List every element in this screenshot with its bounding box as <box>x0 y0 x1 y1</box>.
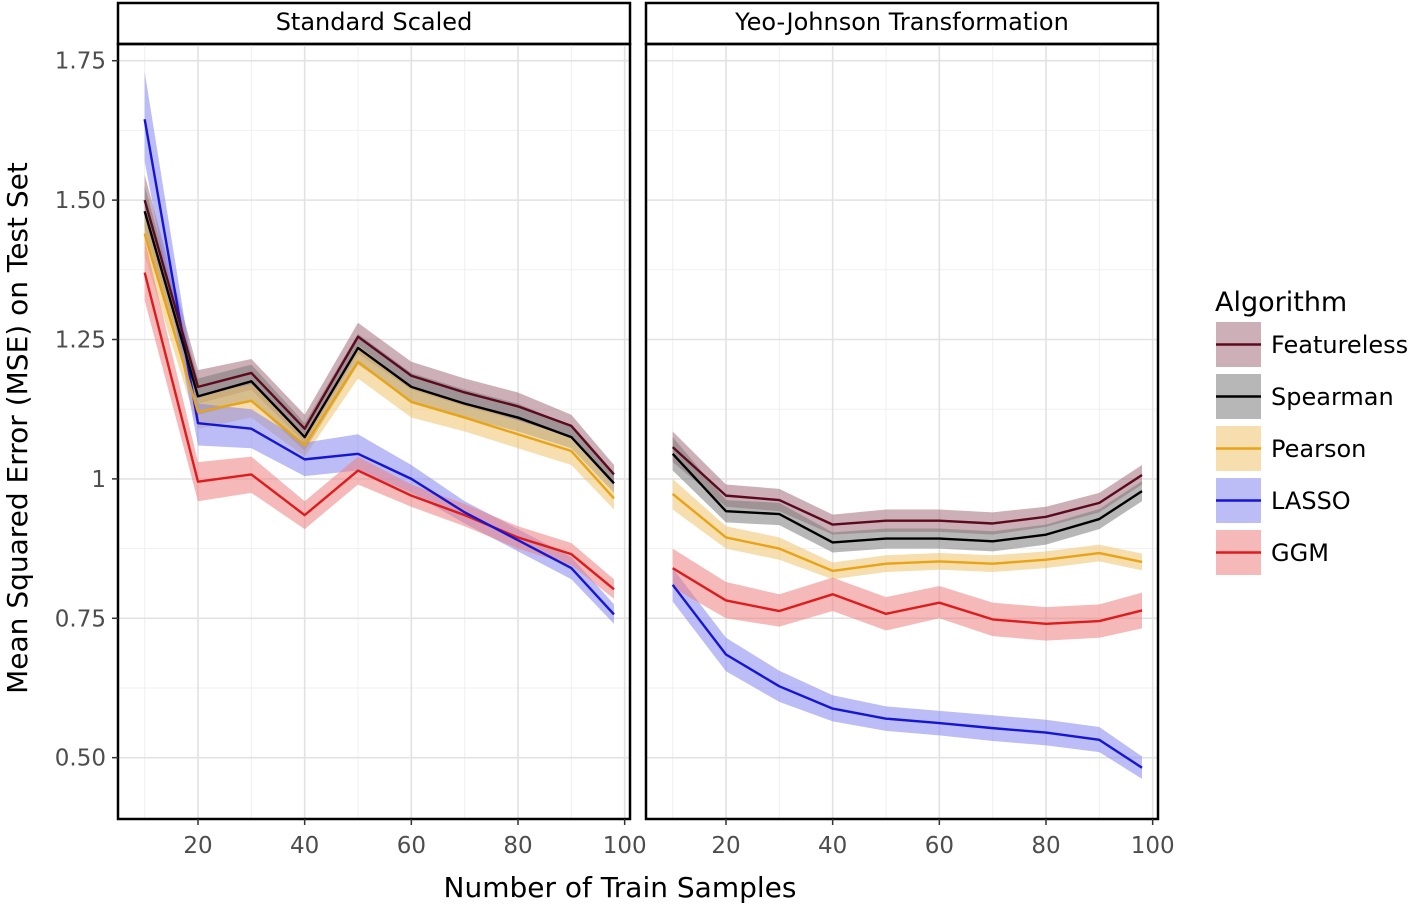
ribbon-ggm <box>144 239 614 599</box>
ribbon-lasso <box>672 568 1142 779</box>
series-line-ggm <box>143 272 615 591</box>
ribbon-ggm <box>672 548 1142 641</box>
legend-label: Spearman <box>1271 383 1394 411</box>
series-line-ggm <box>672 567 1143 626</box>
legend-item-featureless: Featureless <box>1216 322 1408 367</box>
panel-strip <box>116 1 632 46</box>
ribbon-spearman <box>672 437 1142 553</box>
x-tick-label: 80 <box>1031 833 1060 859</box>
ribbon-lasso <box>144 71 614 624</box>
legend-item-pearson: Pearson <box>1216 426 1366 471</box>
y-tick-label: 1.50 <box>55 188 106 214</box>
x-tick-label: 100 <box>1131 833 1175 859</box>
legend: Algorithm Featureless Spearman Pearson LASS… <box>1215 287 1408 575</box>
series-line-lasso <box>671 584 1143 769</box>
x-tick-label: 40 <box>290 833 319 859</box>
series-line-spearman <box>671 452 1143 544</box>
legend-entries: Featureless Spearman Pearson LASSO GGM <box>1216 322 1408 575</box>
x-tick-label: 60 <box>397 833 426 859</box>
x-tick-label: 20 <box>711 833 740 859</box>
x-tick-label: 20 <box>183 833 212 859</box>
x-tick-label: 40 <box>818 833 847 859</box>
y-tick-label: 0.50 <box>55 746 106 772</box>
series-line-pearson <box>671 493 1143 573</box>
panel-strip <box>644 1 1160 46</box>
y-tick-label: 1 <box>91 467 106 493</box>
ribbon-pearson <box>144 208 614 510</box>
series-line-lasso <box>143 119 615 616</box>
legend-label: GGM <box>1271 539 1329 567</box>
x-tick-label: 100 <box>603 833 647 859</box>
series-line-featureless <box>143 199 615 476</box>
legend-title: Algorithm <box>1215 287 1347 318</box>
series-line-pearson <box>143 233 615 500</box>
panels: Standard Scaled 20 40 60 80 100 0.50 0.75 1 1.25 1… <box>55 1 1175 859</box>
legend-label: LASSO <box>1271 487 1351 515</box>
legend-item-spearman: Spearman <box>1216 374 1394 419</box>
x-axis-title: Number of Train Samples <box>444 871 797 904</box>
legend-label: Featureless <box>1271 331 1408 359</box>
y-axis-title: Mean Squared Error (MSE) on Test Set <box>1 162 34 694</box>
legend-label: Pearson <box>1271 435 1366 463</box>
y-tick-label: 0.75 <box>55 606 106 632</box>
panel-standard-scaled: Standard Scaled 20 40 60 80 100 0.50 0.75 1 1.25 1… <box>55 1 647 859</box>
legend-item-lasso: LASSO <box>1216 478 1351 523</box>
panel-title: Yeo-Johnson Transformation <box>734 8 1069 36</box>
panel-title: Standard Scaled <box>276 8 473 36</box>
legend-item-ggm: GGM <box>1216 530 1329 575</box>
y-tick-label: 1.25 <box>55 328 106 354</box>
y-tick-label: 1.75 <box>55 49 106 75</box>
x-tick-label: 60 <box>925 833 954 859</box>
panel-border <box>644 42 1160 821</box>
series-line-featureless <box>671 446 1143 526</box>
panel-border <box>116 42 632 821</box>
series-line-spearman <box>143 210 615 485</box>
panel-yeo-johnson-transformation: Yeo-Johnson Transformation 20 40 60 80 100 <box>644 1 1175 859</box>
x-tick-label: 80 <box>503 833 532 859</box>
